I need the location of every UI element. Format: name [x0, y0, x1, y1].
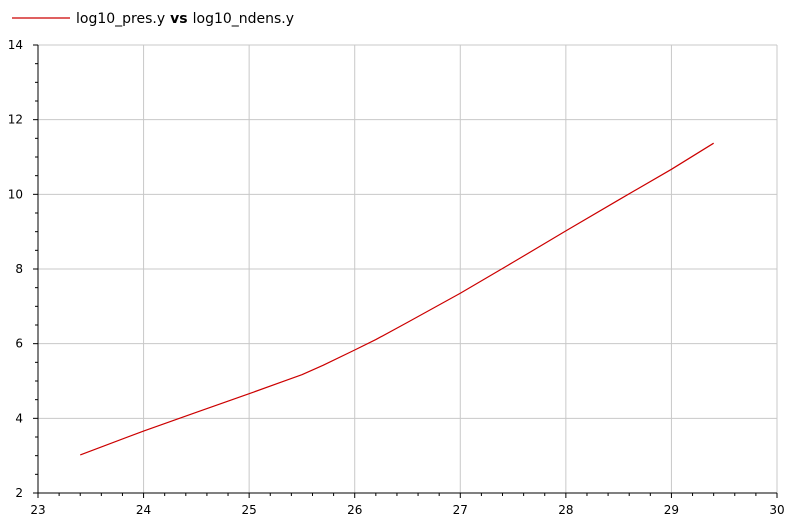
legend-label: log10_pres.y vs log10_ndens.y	[76, 11, 294, 27]
legend-x-name: log10_ndens.y	[193, 11, 294, 27]
legend: log10_pres.y vs log10_ndens.y	[12, 11, 294, 27]
y-tick-label: 6	[15, 337, 23, 351]
series-line	[80, 142, 714, 456]
legend-connector: vs	[170, 11, 187, 27]
y-tick-label: 4	[15, 411, 23, 425]
x-tick-label: 27	[453, 503, 468, 517]
x-tick-label: 24	[136, 503, 151, 517]
x-tick-label: 30	[769, 503, 784, 517]
x-tick-label: 26	[347, 503, 362, 517]
grid-layer	[38, 44, 778, 493]
x-tick-label: 25	[242, 503, 257, 517]
series-layer	[80, 142, 714, 456]
x-tick-label: 23	[30, 503, 45, 517]
x-tick-label: 28	[558, 503, 573, 517]
y-tick-label: 10	[8, 187, 23, 201]
y-tick-label: 8	[15, 262, 23, 276]
y-tick-label: 12	[8, 113, 23, 127]
y-tick-label: 2	[15, 486, 23, 500]
y-tick-label: 14	[8, 38, 23, 52]
legend-y-name: log10_pres.y	[76, 11, 165, 27]
x-tick-label: 29	[664, 503, 679, 517]
